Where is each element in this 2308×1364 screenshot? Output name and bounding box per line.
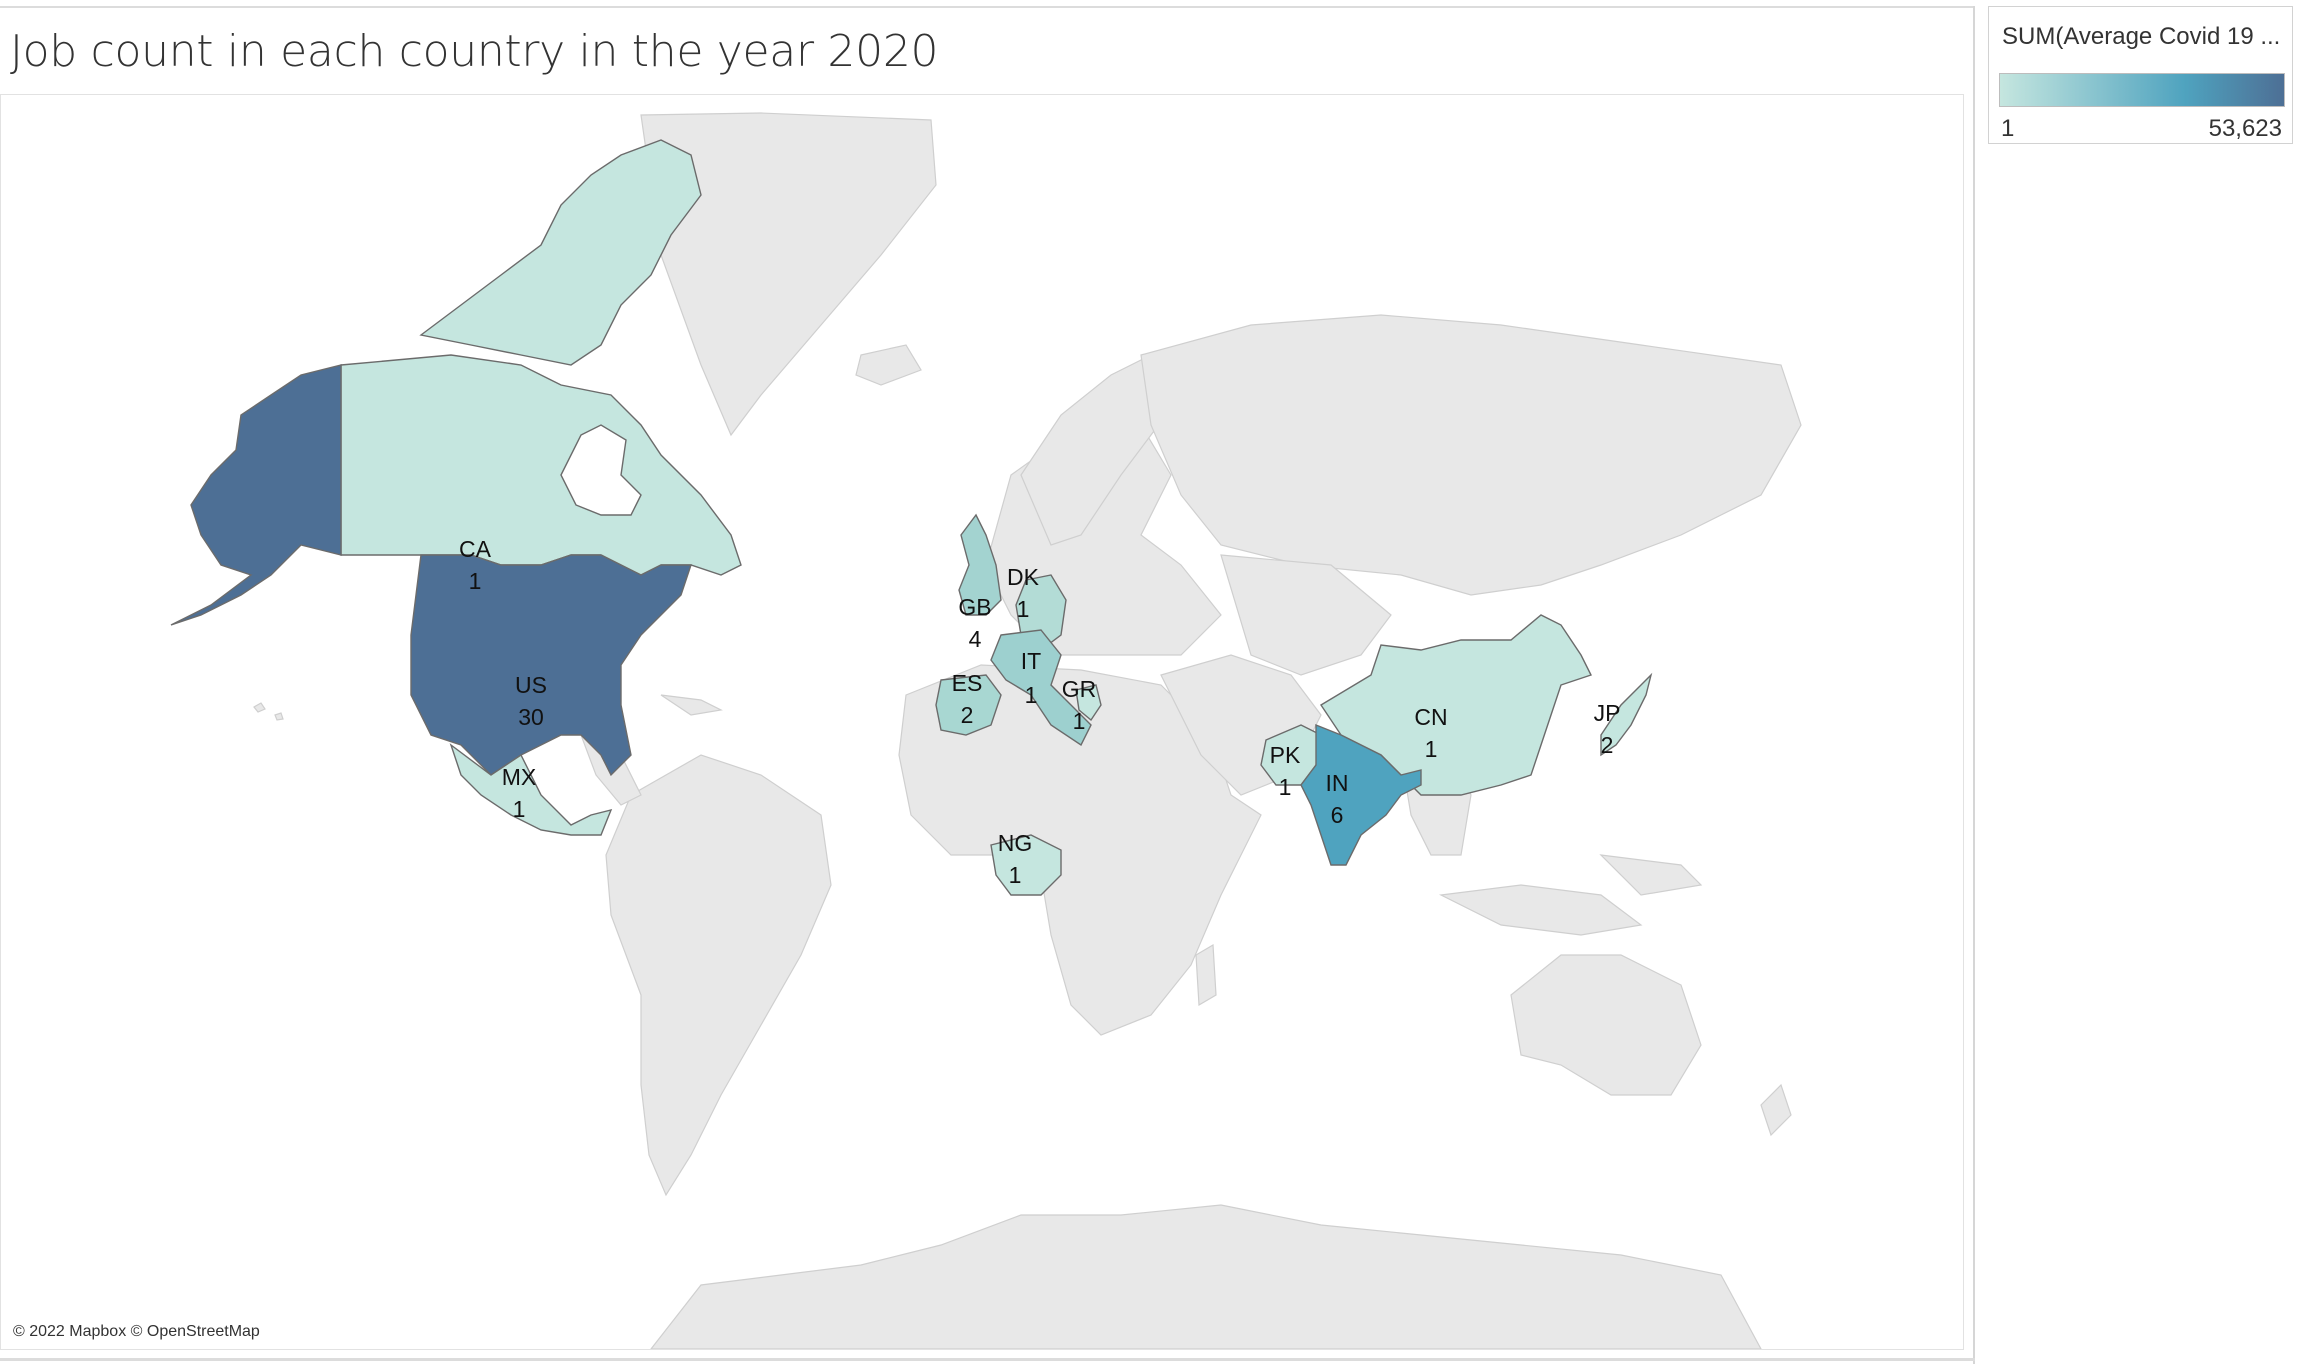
page-title: Job count in each country in the year 20…	[10, 26, 939, 77]
country-IT[interactable]	[990, 629, 1092, 747]
label-MX-code: MX	[502, 764, 537, 790]
label-ES-count: 2	[961, 702, 974, 728]
label-JP-count: 2	[1601, 732, 1614, 758]
label-GR-code: GR	[1062, 676, 1097, 702]
label-CA-count: 1	[469, 568, 482, 594]
country-ES[interactable]	[935, 674, 1002, 736]
dashboard-frame-divider	[1973, 6, 1975, 1364]
legend-title: SUM(Average Covid 19 ...	[2002, 23, 2281, 50]
country-labels: CA 1 US 30 MX 1 GB 4 DK 1 IT 1 ES 2 GR 1…	[459, 536, 1620, 888]
map-attribution[interactable]: © 2022 Mapbox © OpenStreetMap	[13, 1323, 260, 1340]
label-IT-code: IT	[1021, 648, 1041, 674]
label-IN-count: 6	[1331, 802, 1344, 828]
color-legend[interactable]: SUM(Average Covid 19 ... 1 53,623	[1988, 6, 2293, 144]
country-CA-islands	[419, 139, 702, 366]
label-CA-code: CA	[459, 536, 492, 562]
country-IN[interactable]	[1300, 723, 1422, 866]
country-GR[interactable]	[1075, 684, 1102, 722]
label-JP-code: JP	[1594, 700, 1621, 726]
hudson-bay	[560, 424, 642, 516]
label-NG-count: 1	[1009, 862, 1022, 888]
label-CN-code: CN	[1414, 704, 1447, 730]
highlighted-countries	[170, 139, 1653, 896]
label-US-code: US	[515, 672, 547, 698]
dashboard-frame-bottom	[0, 1358, 1975, 1361]
dashboard-frame-top	[0, 6, 1975, 8]
label-US-count: 30	[518, 704, 544, 730]
label-DK-count: 1	[1017, 596, 1030, 622]
legend-color-ramp	[1999, 73, 2285, 107]
legend-min-label: 1	[2001, 115, 2015, 142]
base-land	[253, 112, 1802, 1349]
country-US-alaska[interactable]	[170, 364, 342, 626]
label-CN-count: 1	[1425, 736, 1438, 762]
label-DK-code: DK	[1007, 564, 1040, 590]
legend-max-label: 53,623	[2208, 115, 2282, 142]
label-ES-code: ES	[952, 670, 983, 696]
label-PK-code: PK	[1270, 742, 1301, 768]
label-IN-code: IN	[1326, 770, 1349, 796]
country-GB[interactable]	[958, 513, 1002, 616]
label-PK-count: 1	[1279, 774, 1292, 800]
label-GB-code: GB	[958, 594, 991, 620]
country-NG[interactable]	[990, 834, 1062, 896]
world-map[interactable]: CA 1 US 30 MX 1 GB 4 DK 1 IT 1 ES 2 GR 1…	[1, 95, 1963, 1349]
label-GR-count: 1	[1073, 708, 1086, 734]
label-IT-count: 1	[1025, 682, 1038, 708]
country-JP[interactable]	[1600, 672, 1653, 757]
label-GB-count: 4	[969, 626, 982, 652]
country-MX[interactable]	[449, 743, 613, 836]
label-NG-code: NG	[998, 830, 1033, 856]
map-view[interactable]: CA 1 US 30 MX 1 GB 4 DK 1 IT 1 ES 2 GR 1…	[0, 94, 1964, 1350]
label-MX-count: 1	[513, 796, 526, 822]
country-US[interactable]	[410, 554, 692, 777]
